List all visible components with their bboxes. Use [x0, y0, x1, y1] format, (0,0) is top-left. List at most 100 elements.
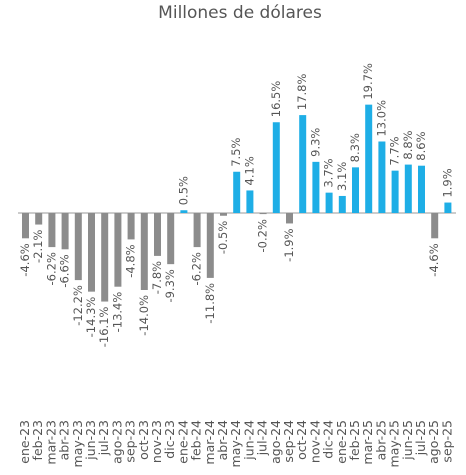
x-tick-label: jul-23 [96, 420, 111, 456]
bar [35, 213, 43, 225]
value-label: 19.7% [361, 63, 375, 100]
bar [391, 170, 399, 213]
value-label: 8.3% [348, 133, 362, 162]
x-tick-label: feb-23 [30, 420, 45, 460]
bar [259, 213, 267, 215]
x-tick-label: oct-23 [136, 420, 151, 460]
value-label: -4.6% [427, 243, 441, 276]
value-label: -11.8% [203, 283, 217, 324]
x-tick-label: jun-23 [83, 420, 98, 461]
value-label: 3.7% [322, 158, 336, 187]
x-tick-label: jul-25 [413, 420, 428, 456]
x-tick-label: jun-24 [241, 420, 256, 461]
x-tick-label: feb-25 [347, 420, 362, 460]
x-tick-label: may-25 [387, 420, 402, 467]
bar [88, 213, 95, 292]
bar [154, 213, 161, 256]
bar [233, 171, 241, 213]
chart-title: Millones de dólares [158, 3, 322, 23]
x-tick-label: ene-23 [17, 420, 32, 464]
value-label: -2.1% [31, 229, 45, 262]
bar [48, 213, 56, 248]
bar [127, 213, 135, 240]
x-tick-label: sep-24 [281, 420, 296, 463]
bar [101, 213, 109, 302]
bar [206, 213, 214, 278]
bar [378, 141, 386, 213]
x-tick-label: sep-25 [439, 420, 454, 463]
bar [220, 213, 227, 216]
x-tick-label: ene-24 [175, 420, 190, 464]
value-label: 4.1% [242, 156, 256, 185]
value-label: 0.5% [176, 176, 190, 205]
value-label: 7.5% [229, 137, 243, 166]
value-label: 7.7% [388, 136, 402, 165]
x-tick-label: sep-23 [123, 420, 138, 463]
bar [22, 213, 29, 239]
value-label: -4.6% [18, 243, 32, 276]
value-label: 17.8% [295, 73, 309, 110]
x-tick-label: ago-24 [268, 420, 283, 464]
bar [444, 202, 452, 213]
x-tick-label: abr-25 [373, 420, 388, 460]
x-tick-label: ago-23 [109, 420, 124, 464]
value-label: -6.2% [44, 252, 58, 285]
bar [74, 213, 82, 281]
bar [352, 167, 359, 213]
bar [299, 115, 307, 213]
bar [246, 190, 254, 213]
bar [325, 192, 333, 213]
value-label: 1.9% [440, 168, 454, 197]
bar [431, 213, 439, 239]
value-label: -12.2% [71, 285, 85, 326]
bar [140, 213, 148, 290]
bar [167, 213, 175, 265]
x-tick-label: mar-25 [360, 420, 375, 465]
bar [312, 161, 320, 213]
x-tick-label: dic-24 [321, 420, 336, 459]
x-tick-label: oct-24 [294, 420, 309, 460]
bar [365, 104, 373, 213]
value-label: 8.6% [414, 131, 428, 160]
x-tick-label: ago-25 [426, 420, 441, 464]
bar [286, 213, 293, 224]
x-tick-label: nov-24 [307, 420, 322, 463]
value-label: -9.3% [163, 269, 177, 302]
x-tick-label: jul-24 [255, 420, 270, 456]
bar [193, 213, 201, 248]
value-label: -14.3% [84, 297, 98, 338]
value-label: -7.8% [150, 261, 164, 294]
value-label: 9.3% [308, 128, 322, 157]
x-tick-label: may-23 [70, 420, 85, 467]
value-label: -6.6% [58, 254, 72, 287]
bar [61, 213, 69, 250]
value-label: 13.0% [374, 100, 388, 137]
x-tick-label: abr-24 [215, 420, 230, 460]
value-label: -1.9% [282, 228, 296, 261]
bar [418, 165, 425, 213]
bar [114, 213, 122, 287]
x-tick-label: mar-24 [202, 420, 217, 465]
value-label: -6.2% [190, 252, 204, 285]
bar [180, 210, 188, 213]
x-tick-label: may-24 [228, 420, 243, 467]
x-tick-label: mar-23 [43, 420, 58, 465]
value-label: -14.0% [137, 295, 151, 336]
x-tick-label: nov-23 [149, 420, 164, 463]
value-label: -0.2% [256, 219, 270, 252]
value-label: 8.8% [401, 130, 415, 159]
value-label: 16.5% [269, 81, 283, 118]
bar [272, 122, 280, 213]
bar [404, 164, 412, 213]
value-label: -4.8% [124, 244, 138, 277]
x-tick-label: abr-23 [57, 420, 72, 460]
value-label: -16.1% [97, 306, 111, 347]
x-tick-label: ene-25 [334, 420, 349, 464]
value-label: -13.4% [110, 292, 124, 333]
value-label: -0.5% [216, 221, 230, 254]
x-tick-label: jun-25 [400, 420, 415, 461]
value-label: 3.1% [335, 162, 349, 191]
x-tick-label: feb-24 [189, 420, 204, 460]
x-tick-label: dic-23 [162, 420, 177, 459]
